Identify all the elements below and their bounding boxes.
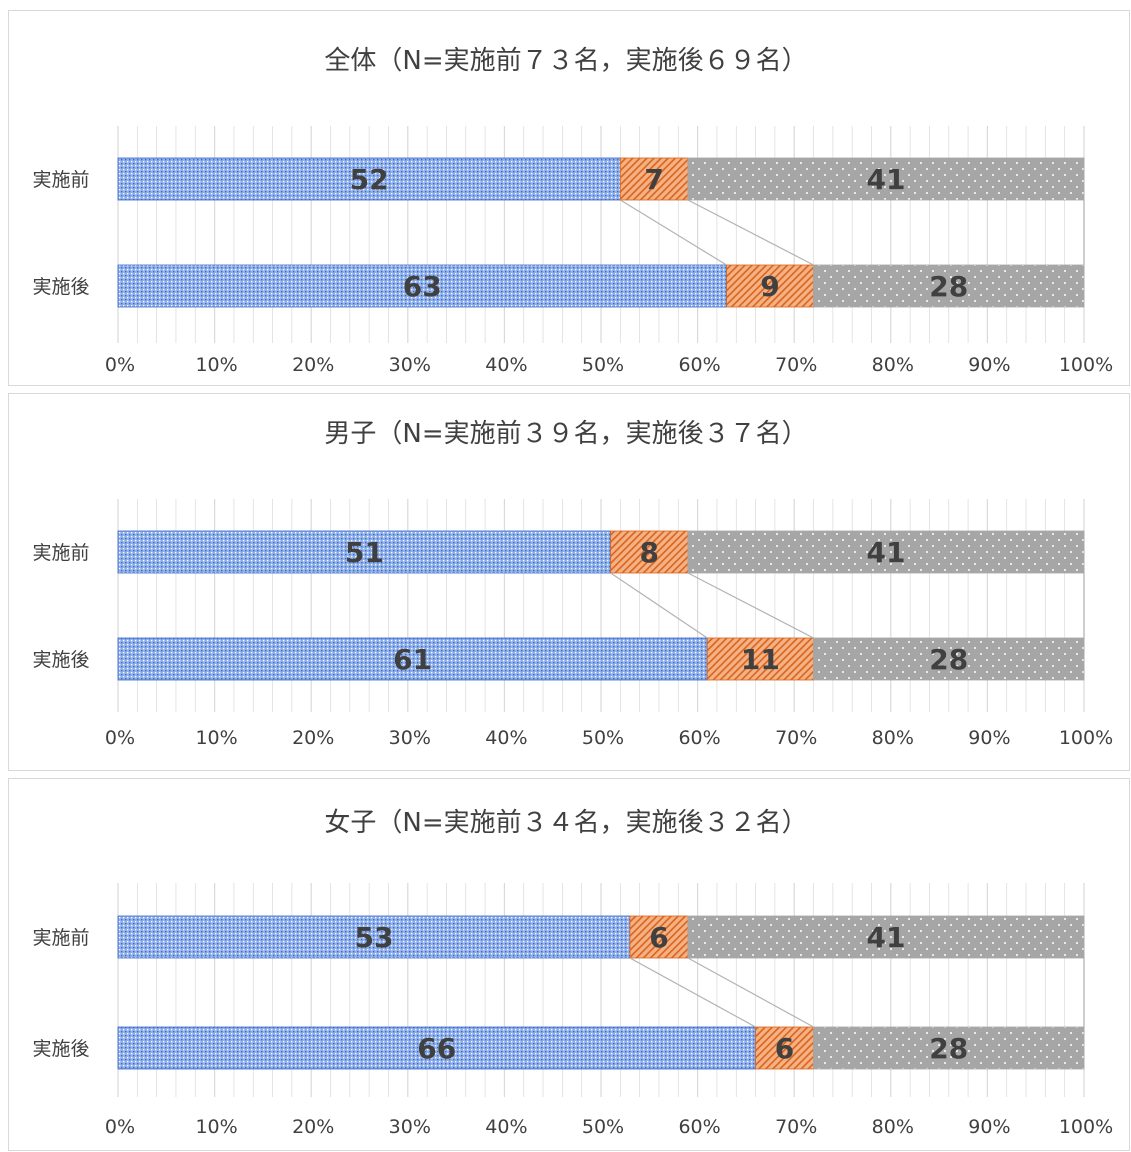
category-label: 実施前 [32, 927, 89, 949]
series-connector-line [687, 572, 814, 639]
x-tick-label: 0% [105, 727, 135, 749]
chart-panel-girls: 女子（N=実施前３４名，実施後３２名） 0% 10% 20% 30% 40% 50% 60% 7… [8, 778, 1130, 1151]
stacked-bar-chart-overall: 全体（N=実施前７３名，実施後６９名） 0% 10% 20% 30% 40% 50% 60% 7… [32, 46, 1113, 376]
data-label: 51 [345, 536, 384, 569]
x-tick-label: 70% [775, 354, 817, 376]
series-connector-line [610, 572, 708, 639]
x-tick-label: 0% [105, 354, 135, 376]
x-tick-label: 70% [775, 727, 817, 749]
bar-segment-s1 [117, 637, 708, 681]
x-tick-label: 50% [582, 727, 624, 749]
data-label: 61 [393, 643, 432, 676]
x-tick-label: 80% [872, 354, 914, 376]
bar-segment-s2 [755, 1026, 814, 1070]
x-tick-label: 40% [485, 727, 527, 749]
data-label: 63 [403, 270, 442, 303]
chart-title: 女子（N=実施前３４名，実施後３２名） [324, 808, 807, 838]
x-tick-label: 50% [582, 354, 624, 376]
data-label: 11 [741, 643, 780, 676]
stacked-bar-chart-boys: 男子（N=実施前３９名，実施後３７名） 0% 10% 20% 30% 40% 50% 60% 7… [32, 419, 1113, 749]
data-label: 8 [640, 536, 659, 569]
data-label: 41 [866, 536, 905, 569]
data-label: 53 [355, 921, 394, 954]
bar-segment-s1 [117, 157, 621, 201]
chart-panel-overall: 全体（N=実施前７３名，実施後６９名） 0% 10% 20% 30% 40% 50% 60% 7… [8, 10, 1130, 386]
stacked-bar-chart-girls: 女子（N=実施前３４名，実施後３２名） 0% 10% 20% 30% 40% 50% 60% 7… [32, 808, 1113, 1138]
data-label: 41 [866, 921, 905, 954]
bar-segment-s3 [687, 915, 1085, 959]
x-tick-label: 100% [1059, 354, 1113, 376]
category-label: 実施後 [32, 1038, 89, 1060]
data-label: 41 [866, 163, 905, 196]
bar-segment-s1 [117, 264, 727, 308]
bar-segment-s3 [687, 530, 1085, 574]
category-label: 実施後 [32, 276, 89, 298]
chart-title: 全体（N=実施前７３名，実施後６９名） [324, 46, 807, 76]
x-tick-label: 100% [1059, 1116, 1113, 1138]
x-tick-label: 80% [872, 1116, 914, 1138]
x-tick-label: 60% [678, 1116, 720, 1138]
x-tick-label: 10% [195, 1116, 237, 1138]
x-tick-label: 30% [389, 727, 431, 749]
bar-segment-s2 [629, 915, 689, 959]
data-label: 9 [760, 270, 779, 303]
data-label: 6 [775, 1032, 794, 1065]
category-label: 実施後 [32, 649, 89, 671]
data-label: 28 [929, 1032, 968, 1065]
bar-segment-s2 [706, 637, 814, 681]
series-connector-line [620, 199, 727, 266]
bar-segment-s2 [726, 264, 814, 308]
bar-segment-s3 [813, 637, 1085, 681]
x-tick-label: 30% [389, 354, 431, 376]
x-tick-label: 90% [968, 727, 1010, 749]
category-label: 実施前 [32, 169, 89, 191]
series-connector-line [687, 957, 814, 1028]
data-label: 28 [929, 643, 968, 676]
chart-panel-boys: 男子（N=実施前３９名，実施後３７名） 0% 10% 20% 30% 40% 50% 60% 7… [8, 393, 1130, 771]
bar-segment-s1 [117, 1026, 756, 1070]
x-tick-label: 0% [105, 1116, 135, 1138]
x-tick-label: 30% [389, 1116, 431, 1138]
x-tick-label: 90% [968, 1116, 1010, 1138]
x-tick-label: 10% [195, 727, 237, 749]
bar-segment-s1 [117, 530, 612, 574]
x-tick-label: 20% [292, 354, 334, 376]
data-label: 28 [929, 270, 968, 303]
data-label: 6 [649, 921, 668, 954]
x-tick-label: 20% [292, 1116, 334, 1138]
bar-segment-s3 [813, 1026, 1085, 1070]
x-tick-label: 90% [968, 354, 1010, 376]
bar-segment-s3 [687, 157, 1085, 201]
x-tick-label: 40% [485, 1116, 527, 1138]
bar-segment-s2 [619, 157, 689, 201]
x-tick-label: 80% [872, 727, 914, 749]
x-tick-label: 40% [485, 354, 527, 376]
series-connector-line [687, 199, 814, 266]
x-tick-label: 50% [582, 1116, 624, 1138]
data-label: 7 [644, 163, 663, 196]
x-tick-label: 10% [195, 354, 237, 376]
x-tick-label: 70% [775, 1116, 817, 1138]
category-label: 実施前 [32, 542, 89, 564]
x-tick-label: 100% [1059, 727, 1113, 749]
series-connector-line [629, 957, 756, 1028]
data-label: 52 [350, 163, 389, 196]
data-label: 66 [417, 1032, 456, 1065]
chart-title: 男子（N=実施前３９名，実施後３７名） [324, 419, 807, 449]
x-tick-label: 60% [678, 354, 720, 376]
x-tick-label: 20% [292, 727, 334, 749]
bar-segment-s3 [813, 264, 1085, 308]
x-tick-label: 60% [678, 727, 720, 749]
